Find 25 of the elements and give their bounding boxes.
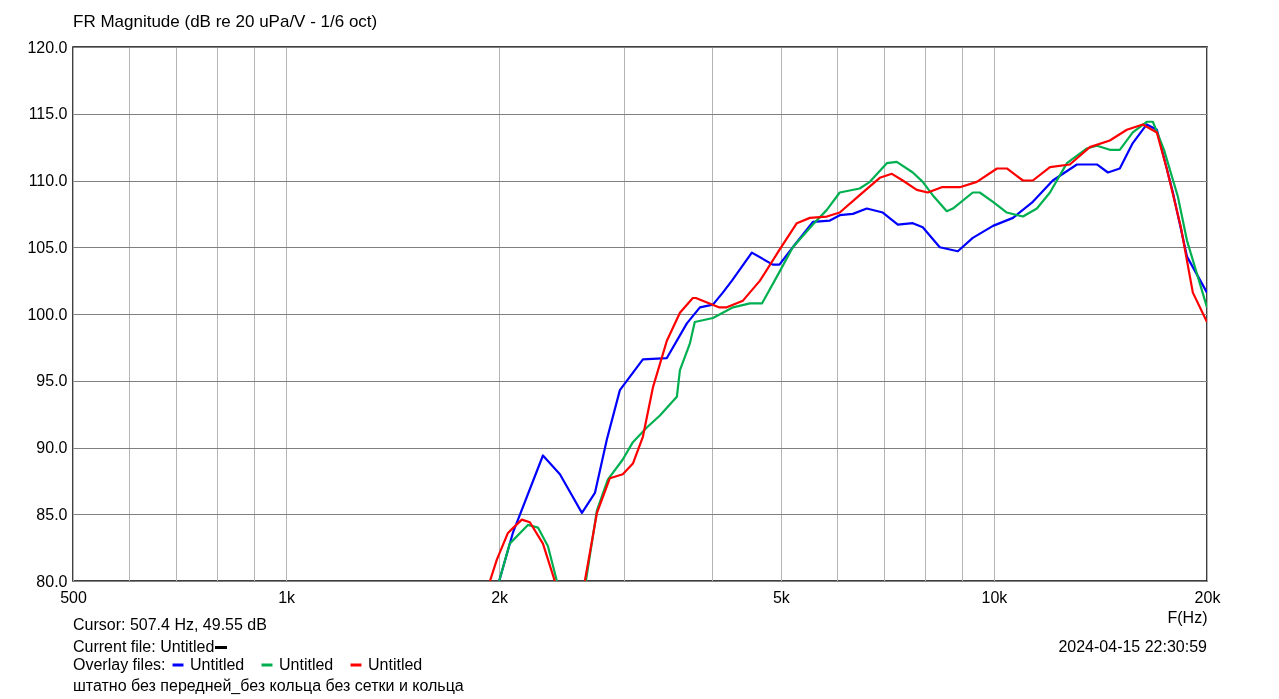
x-axis-title: F(Hz) bbox=[1167, 608, 1208, 626]
y-tick-label: 90.0 bbox=[36, 439, 68, 456]
chart-title: FR Magnitude (dB re 20 uPa/V - 1/6 oct) bbox=[73, 12, 378, 31]
y-tick-label: 115.0 bbox=[28, 105, 68, 123]
x-tick-label: 5k bbox=[772, 588, 791, 606]
legend-label: Untitled bbox=[368, 656, 423, 673]
legend-title: Overlay files: bbox=[73, 656, 166, 673]
y-tick-label: 120.0 bbox=[27, 38, 68, 56]
y-tick-label: 80.0 bbox=[36, 572, 68, 590]
y-tick-label: 110.0 bbox=[28, 172, 68, 189]
legend-label: Untitled bbox=[190, 656, 245, 673]
y-tick-label: 105.0 bbox=[27, 238, 68, 256]
text: 2024-04-15 22:30:59 bbox=[1058, 638, 1207, 655]
x-tick-label: 500 bbox=[60, 588, 87, 606]
text: Current file: Untitled bbox=[73, 638, 215, 655]
x-tick-label: 2k bbox=[491, 588, 510, 606]
x-tick-label: 10k bbox=[981, 588, 1009, 606]
y-tick-label: 100.0 bbox=[27, 305, 68, 323]
x-tick-label: 1k bbox=[278, 588, 297, 606]
text: штатно без передней_без кольца без сетки и кольца bbox=[73, 677, 464, 694]
legend-label: Untitled bbox=[279, 656, 334, 673]
text: Cursor: 507.4 Hz, 49.55 dB bbox=[73, 616, 267, 633]
y-tick-label: 85.0 bbox=[36, 505, 68, 523]
x-tick-label: 20k bbox=[1194, 588, 1222, 606]
y-tick-label: 95.0 bbox=[36, 372, 68, 390]
